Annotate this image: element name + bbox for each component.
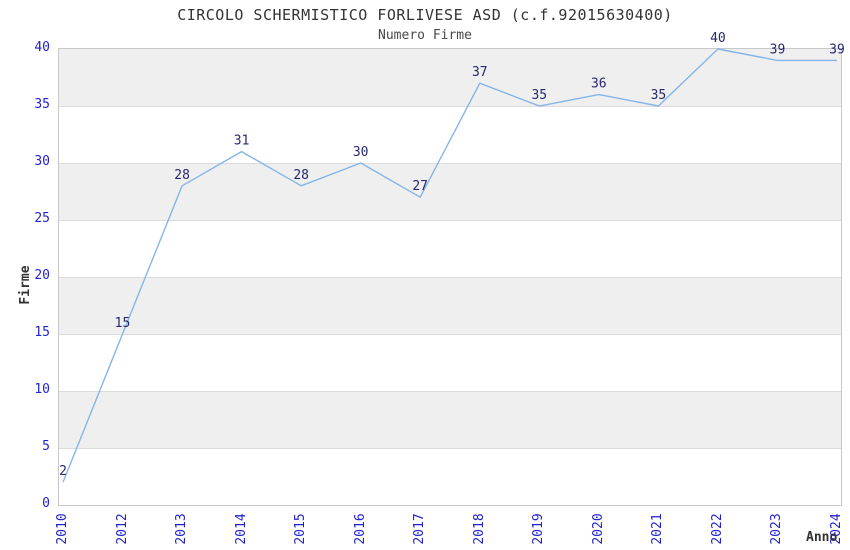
data-point-label: 31 (234, 134, 250, 149)
x-tick-label: 2023 (769, 513, 785, 545)
plot-area: 2 15 28 31 28 30 27 37 35 36 35 40 39 39 (58, 31, 845, 506)
x-tick-label: 2012 (114, 513, 130, 545)
x-tick-label: 2019 (531, 513, 547, 545)
x-tick-label: 2021 (650, 513, 666, 545)
y-tick-label: 15 (34, 325, 50, 340)
x-tick-label: 2015 (293, 513, 309, 545)
y-tick-label: 40 (34, 40, 50, 55)
x-tick-label: 2017 (412, 513, 428, 545)
chart-title: CIRCOLO SCHERMISTICO FORLIVESE ASD (c.f.… (177, 6, 673, 24)
data-point-label: 28 (293, 168, 309, 183)
x-tick-label: 2013 (174, 513, 190, 545)
chart-subtitle: Numero Firme (378, 28, 472, 43)
data-point-label: 39 (829, 42, 845, 57)
x-axis-label: Anno (806, 530, 838, 545)
data-point-label: 27 (412, 179, 428, 194)
x-tick-label: 2014 (233, 513, 249, 545)
x-tick-label: 2020 (590, 513, 606, 545)
y-tick-label: 30 (34, 154, 50, 169)
data-point-label: 35 (651, 88, 667, 103)
data-line (62, 48, 837, 483)
data-point-label: 35 (531, 88, 547, 103)
y-tick-label: 35 (34, 97, 50, 112)
y-tick-label: 10 (34, 382, 50, 397)
y-tick-label: 5 (42, 439, 50, 454)
x-tick-label: 2016 (352, 513, 368, 545)
data-point-label: 36 (591, 77, 607, 92)
data-point-label: 40 (710, 31, 726, 46)
data-point-label: 28 (174, 168, 190, 183)
y-tick-label: 20 (34, 268, 50, 283)
data-point-label: 2 (59, 464, 67, 479)
y-tick-label: 0 (42, 496, 50, 511)
line-chart-svg: 2 15 28 31 28 30 27 37 35 36 35 40 39 39 (59, 31, 845, 483)
x-tick-label: 2018 (471, 513, 487, 545)
data-point-label: 37 (472, 65, 488, 80)
data-point-label: 39 (770, 42, 786, 57)
x-tick-label: 2022 (709, 513, 725, 545)
data-point-label: 15 (115, 316, 131, 331)
x-tick-label: 2010 (55, 513, 70, 545)
y-tick-label: 25 (34, 211, 50, 226)
data-point-label: 30 (353, 145, 369, 160)
y-axis-label: Firme (18, 265, 33, 305)
